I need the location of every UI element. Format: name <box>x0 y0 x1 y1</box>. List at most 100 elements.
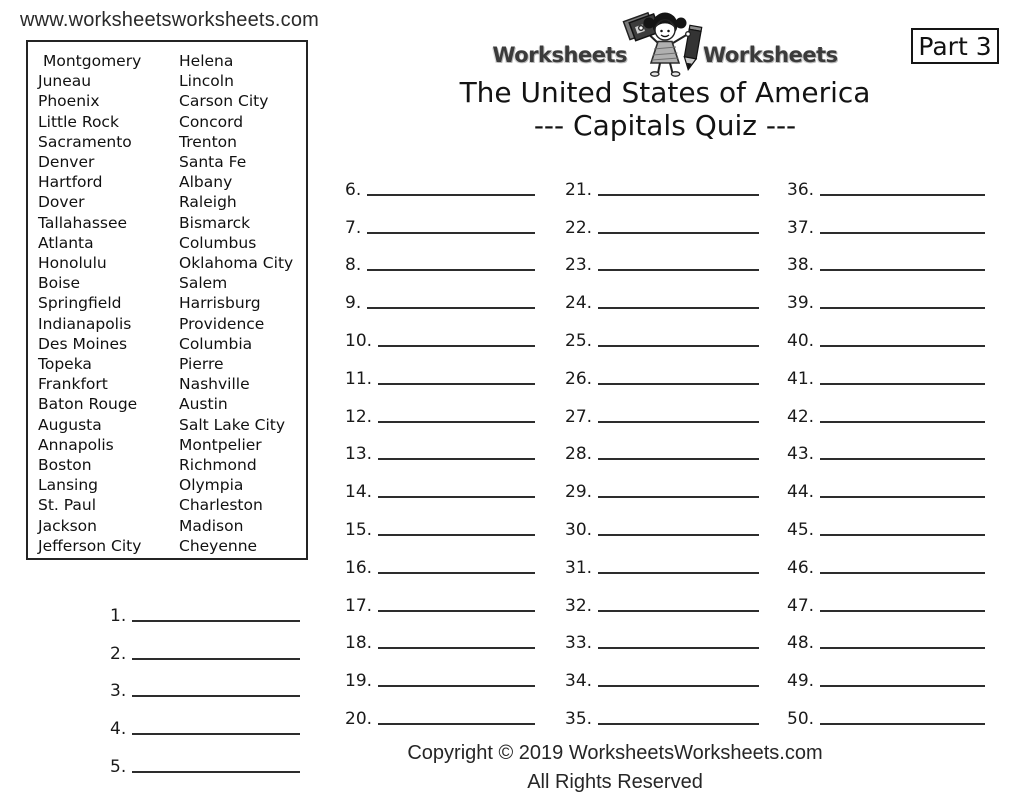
capital-item: Nashville <box>179 375 250 394</box>
answer-row: 15. <box>345 501 535 539</box>
answer-row: 10. <box>345 312 535 350</box>
answer-blank-line <box>820 647 985 650</box>
answer-blank-line <box>820 420 985 423</box>
answer-blank-line <box>820 269 985 272</box>
answer-number: 4. <box>110 719 127 740</box>
answer-row: 3. <box>110 663 300 701</box>
capital-item: Pierre <box>179 355 224 374</box>
answer-number: 3. <box>110 681 127 702</box>
answer-row: 4. <box>110 700 300 738</box>
answer-row: 38. <box>787 237 985 275</box>
answer-blank-line <box>820 231 985 234</box>
answer-number: 14. <box>345 482 373 503</box>
answer-number: 32. <box>565 595 593 616</box>
title-line-1: The United States of America <box>459 76 871 109</box>
answer-blank-line <box>820 344 985 347</box>
answer-number: 30. <box>565 519 593 540</box>
answer-row: 21. <box>565 161 759 199</box>
capital-item: Springfield <box>38 294 122 313</box>
capital-item: Topeka <box>38 355 92 374</box>
answer-row: 2. <box>110 625 300 663</box>
answer-blank-line <box>598 571 759 574</box>
capital-item: Austin <box>179 395 228 414</box>
answer-blank-line <box>598 609 759 612</box>
answer-blank-line <box>598 533 759 536</box>
answer-number: 20. <box>345 708 373 729</box>
answer-blank-line <box>378 382 535 385</box>
capital-item: Cheyenne <box>179 536 258 555</box>
answer-blank-line <box>598 722 759 725</box>
answer-number: 12. <box>345 406 373 427</box>
answer-blank-line <box>820 458 985 461</box>
answer-number: 1. <box>110 605 127 626</box>
answer-number: 39. <box>787 293 815 314</box>
answer-number: 11. <box>345 368 373 389</box>
answer-row: 48. <box>787 615 985 653</box>
capital-item: Montgomery <box>43 52 142 70</box>
capital-item: Boston <box>38 456 92 475</box>
answer-row: 6. <box>345 161 535 199</box>
answer-number: 13. <box>345 444 373 465</box>
answer-row: 30. <box>565 501 759 539</box>
answer-blank-line <box>378 609 535 612</box>
answer-number: 15. <box>345 519 373 540</box>
part-label: Part 3 <box>918 31 992 61</box>
answers-column-1-5: 1. 2. 3. 4. 5. <box>110 587 300 776</box>
answer-number: 21. <box>565 179 593 200</box>
answer-number: 48. <box>787 633 815 654</box>
copyright-block: Copyright © 2019 WorksheetsWorksheets.co… <box>195 739 1035 797</box>
capital-item: Lansing <box>38 476 99 495</box>
capital-item: Oklahoma City <box>179 254 294 273</box>
capital-item: Concord <box>179 112 244 131</box>
capital-item: Boise <box>38 274 81 293</box>
answer-row: 18. <box>345 615 535 653</box>
answer-row: 34. <box>565 652 759 690</box>
answer-blank-line <box>378 533 535 536</box>
answer-number: 47. <box>787 595 815 616</box>
answer-blank-line <box>598 647 759 650</box>
answer-row: 17. <box>345 577 535 615</box>
answer-number: 7. <box>345 217 362 238</box>
answer-row: 32. <box>565 577 759 615</box>
capital-item: Frankfort <box>38 375 108 394</box>
site-url: www.worksheetsworksheets.com <box>20 9 320 31</box>
answer-blank-line <box>378 647 535 650</box>
answer-number: 33. <box>565 633 593 654</box>
answer-number: 23. <box>565 255 593 276</box>
answer-number: 10. <box>345 330 373 351</box>
answer-number: 6. <box>345 179 362 200</box>
capitals-column-left: Montgomery Juneau Phoenix Little Rock Sacram… <box>38 51 179 558</box>
capital-item: Atlanta <box>38 233 94 252</box>
capital-item: Sacramento <box>38 132 132 151</box>
capital-item: Columbus <box>179 233 257 252</box>
logo-text-right: Worksheets <box>703 43 838 67</box>
answer-blank-line <box>598 685 759 688</box>
answer-row: 36. <box>787 161 985 199</box>
answer-number: 9. <box>345 293 362 314</box>
capital-item: Olympia <box>179 476 244 495</box>
answer-row: 49. <box>787 652 985 690</box>
rights-line: All Rights Reserved <box>527 771 703 793</box>
answer-number: 25. <box>565 330 593 351</box>
capital-item: Salem <box>179 274 228 293</box>
answer-blank-line <box>367 231 535 234</box>
capital-item: Tallahassee <box>38 213 128 232</box>
answer-blank-line <box>132 733 300 736</box>
capital-item: Montpelier <box>179 435 262 454</box>
answer-blank-line <box>598 382 759 385</box>
capital-item: Des Moines <box>38 334 128 353</box>
answer-row: 27. <box>565 388 759 426</box>
answer-blank-line <box>820 382 985 385</box>
answer-number: 45. <box>787 519 815 540</box>
capital-item: Baton Rouge <box>38 395 138 414</box>
answer-row: 23. <box>565 237 759 275</box>
answer-blank-line <box>820 609 985 612</box>
worksheet-title: The United States of America --- Capital… <box>330 76 1000 142</box>
answer-number: 34. <box>565 671 593 692</box>
answer-blank-line <box>598 420 759 423</box>
answer-number: 35. <box>565 708 593 729</box>
answer-blank-line <box>820 496 985 499</box>
answer-blank-line <box>132 619 300 622</box>
answer-blank-line <box>378 344 535 347</box>
capital-item: St. Paul <box>38 496 97 515</box>
